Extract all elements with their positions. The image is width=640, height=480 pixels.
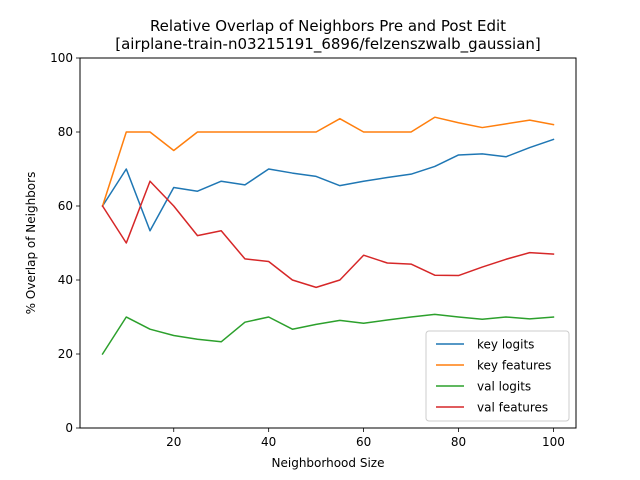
legend-box	[425, 330, 570, 422]
x-axis-ticks: 20 40 60 80 100	[166, 428, 565, 449]
x-tick-label: 100	[542, 435, 565, 449]
x-tick-label: 20	[166, 435, 181, 449]
y-tick-label: 80	[58, 125, 73, 139]
chart-subtitle: [airplane-train-n03215191_6896/felzenszw…	[115, 35, 541, 54]
legend: key logits key features val logits val feat…	[425, 330, 570, 422]
legend-label: val features	[477, 401, 548, 415]
legend-label: val logits	[477, 380, 531, 394]
plot-frame	[79, 57, 577, 429]
series-line-4	[101, 180, 555, 289]
y-tick-label: 20	[58, 347, 73, 361]
y-tick-label: 0	[65, 421, 73, 435]
y-axis-ticks: 0 20 40 60 80 100	[50, 51, 80, 435]
x-tick-label: 80	[451, 435, 466, 449]
series-line-1	[101, 138, 555, 232]
series-line-2	[101, 116, 555, 207]
series-layer	[101, 116, 555, 356]
chart-title: Relative Overlap of Neighbors Pre and Po…	[150, 17, 506, 35]
legend-label: key features	[477, 359, 551, 373]
legend-label: key logits	[477, 338, 534, 352]
y-axis-label: % Overlap of Neighbors	[24, 172, 38, 315]
x-tick-label: 40	[261, 435, 276, 449]
y-tick-label: 60	[58, 199, 73, 213]
y-tick-label: 100	[50, 51, 73, 65]
series-line-3	[101, 313, 555, 356]
x-tick-label: 60	[356, 435, 371, 449]
y-tick-label: 40	[58, 273, 73, 287]
x-axis-label: Neighborhood Size	[272, 456, 385, 470]
